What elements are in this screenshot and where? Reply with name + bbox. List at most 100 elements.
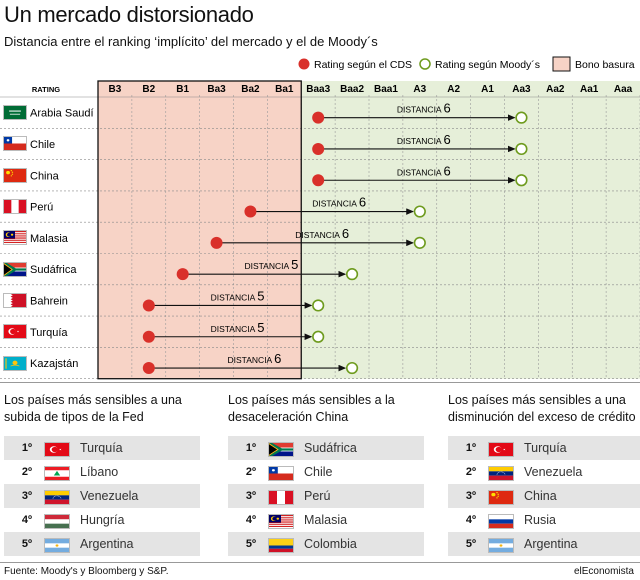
rank-row: 2º Chile: [228, 460, 424, 484]
rank-number: 4º: [465, 514, 476, 526]
country-label: Perú: [30, 202, 53, 214]
rank-country: Turquía: [80, 441, 123, 455]
flag-lebanon-icon: [44, 465, 70, 481]
country-label: Turquía: [30, 327, 68, 339]
section-credit-list: 1º Turquía 2º Venezuela 3º China 4º Rusia 5º Arge…: [448, 436, 640, 556]
rank-number: 1º: [465, 442, 476, 454]
rank-row: 1º Turquía: [448, 436, 640, 460]
country-label: Bahrein: [30, 295, 68, 307]
rank-number: 3º: [245, 490, 256, 502]
rank-row: 3º China: [448, 484, 640, 508]
cds-point: [142, 362, 155, 375]
rank-number: 4º: [245, 514, 256, 526]
chart-title: Un mercado distorsionado: [4, 2, 254, 27]
flag-saudi-icon: [3, 105, 27, 121]
flag-malaysia-icon: [268, 513, 294, 529]
rank-country: Turquía: [524, 441, 567, 455]
section-fed-title: Los países más sensibles a una subida de…: [4, 393, 182, 424]
section-china-list: 1º Sudáfrica 2º Chile 3º Perú 4º Malasia 5º Colom…: [228, 436, 424, 556]
flag-china-icon: [3, 167, 27, 183]
tick-label-a1: A1: [481, 84, 494, 95]
rank-country: Hungría: [80, 513, 125, 527]
cds-point: [312, 111, 325, 124]
tick-label-baa2: Baa2: [340, 84, 364, 95]
moody-point: [515, 174, 528, 187]
tick-label-a3: A3: [413, 84, 426, 95]
rank-country: Argentina: [80, 537, 134, 551]
flag-turkey-icon: [44, 441, 70, 457]
rank-row: 2º Líbano: [4, 460, 200, 484]
section-fed-list: 1º Turquía 2º Líbano 3º Venezuela 4º Hungría 5º A…: [4, 436, 200, 556]
tick-label-aa1: Aa1: [580, 84, 599, 95]
distance-label: DISTANCIA 5: [244, 257, 298, 272]
legend-moody-label: Rating según Moody´s: [435, 59, 540, 71]
rank-number: 3º: [21, 490, 32, 502]
country-label: Kazajstán: [30, 358, 78, 370]
rank-number: 2º: [245, 466, 256, 478]
legend-junk-label: Bono basura: [575, 59, 635, 71]
legend-cds-dot: [298, 58, 310, 70]
flag-china-icon: [488, 489, 514, 505]
rank-number: 3º: [465, 490, 476, 502]
legend-cds-label: Rating según el CDS: [314, 59, 412, 71]
cds-point: [176, 268, 189, 281]
rank-row: 1º Turquía: [4, 436, 200, 460]
rank-row: 5º Colombia: [228, 532, 424, 556]
country-label: Chile: [30, 139, 55, 151]
rank-row: 5º Argentina: [448, 532, 640, 556]
brand-logo: elEconomista: [573, 566, 634, 577]
rating-chart: RATING B3 B2 B1 Ba3 Ba2 Ba1 Baa3 Baa2 Baa1 A3 A2 A1 A…: [0, 56, 640, 380]
rating-header: RATING: [32, 85, 60, 94]
rank-country: Rusia: [524, 513, 556, 527]
flag-venezuela-icon: [488, 465, 514, 481]
tick-label-a2: A2: [447, 84, 460, 95]
rank-row: 1º Sudáfrica: [228, 436, 424, 460]
flag-hungary-icon: [44, 513, 70, 529]
flag-venezuela-icon: [44, 489, 70, 505]
tick-label-b3: B3: [109, 84, 122, 95]
section-china-title: Los países más sensibles a la desacelera…: [228, 393, 395, 424]
distance-label: DISTANCIA 6: [397, 101, 451, 116]
flag-malaysia-icon: [3, 230, 27, 246]
country-label: China: [30, 170, 60, 182]
cds-point: [142, 299, 155, 312]
rank-row: 5º Argentina: [4, 532, 200, 556]
country-label: Sudáfrica: [30, 264, 77, 276]
flag-turkey-icon: [488, 441, 514, 457]
flag-southafrica-icon: [268, 441, 294, 457]
distance-label: DISTANCIA 6: [397, 132, 451, 147]
rank-country: China: [524, 489, 557, 503]
flag-chile-icon: [3, 136, 27, 152]
rank-country: Sudáfrica: [304, 441, 357, 455]
cds-point: [142, 330, 155, 343]
moody-point: [413, 205, 426, 218]
tick-label-aa2: Aa2: [546, 84, 565, 95]
rank-country: Argentina: [524, 537, 578, 551]
rank-number: 1º: [245, 442, 256, 454]
tick-label-b2: B2: [142, 84, 155, 95]
cds-point: [312, 142, 325, 155]
flag-peru-icon: [268, 489, 294, 505]
rank-country: Venezuela: [524, 465, 583, 479]
rank-number: 2º: [21, 466, 32, 478]
cds-point: [312, 174, 325, 187]
moody-point: [515, 142, 528, 156]
rank-row: 2º Venezuela: [448, 460, 640, 484]
rank-row: 4º Rusia: [448, 508, 640, 532]
moody-point: [515, 111, 528, 124]
distance-label: DISTANCIA 5: [211, 288, 265, 303]
moody-point: [312, 299, 325, 312]
distance-label: DISTANCIA 6: [295, 226, 349, 241]
country-label: Malasia: [30, 233, 69, 245]
rank-country: Chile: [304, 465, 333, 479]
flag-argentina-icon: [44, 537, 70, 553]
chart-subtitle: Distancia entre el ranking ‘implícito’ d…: [4, 34, 378, 49]
tick-label-aaa: Aaa: [614, 84, 633, 95]
tick-label-aa3: Aa3: [512, 84, 531, 95]
tick-label-baa1: Baa1: [374, 84, 398, 95]
rank-country: Perú: [304, 489, 331, 503]
rank-country: Malasia: [304, 513, 348, 527]
country-label: Arabia Saudí: [30, 108, 94, 120]
rank-number: 1º: [21, 442, 32, 454]
moody-point: [345, 268, 359, 281]
